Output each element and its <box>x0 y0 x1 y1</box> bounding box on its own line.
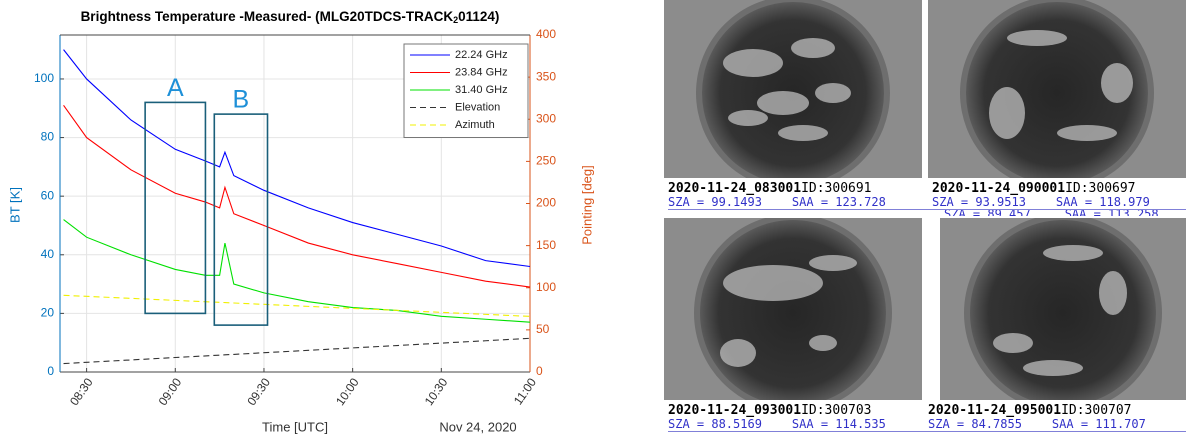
title-subscript: 2 <box>453 15 458 25</box>
y-tick-label: 100 <box>34 71 54 85</box>
y2-tick-label: 100 <box>536 280 556 294</box>
title-main: Brightness Temperature -Measured- (MLG20… <box>81 9 454 24</box>
y2-tick-label: 250 <box>536 154 556 168</box>
sky-image <box>664 0 922 178</box>
caption-title: 2020-11-24_090001ID:300697 <box>932 181 1186 196</box>
image-id: ID:300703 <box>801 403 872 418</box>
image-name: 2020-11-24_095001 <box>928 403 1062 418</box>
date-label: Nov 24, 2020 <box>439 419 516 434</box>
cloud <box>778 125 828 141</box>
annotation-box <box>144 101 207 315</box>
sky-dome <box>970 220 1156 400</box>
caption-title: 2020-11-24_083001ID:300691 <box>668 181 1186 196</box>
y-axis-label: BT [K] <box>7 187 22 223</box>
image-name: 2020-11-24_093001 <box>668 403 802 418</box>
angles: SZA = 99.1493 SAA = 123.728 <box>668 196 1186 210</box>
saa: SAA = 118.979 <box>1055 195 1150 209</box>
sza: SZA = 93.9513 <box>932 195 1026 209</box>
y2-tick-label: 350 <box>536 69 556 83</box>
cloud <box>809 255 857 271</box>
sky-dome <box>702 2 884 178</box>
y-tick-label: 0 <box>47 364 54 378</box>
caption-title: 2020-11-24_093001ID:300703 <box>668 403 1186 418</box>
cloud <box>720 339 756 367</box>
annotation-label: A <box>167 74 184 102</box>
angles: SZA = 88.5169 SAA = 114.535 <box>668 418 1186 432</box>
y2-axis-label: Pointing [deg] <box>579 165 594 245</box>
cloud <box>1101 63 1133 103</box>
legend-label: 31.40 GHz <box>455 84 508 96</box>
legend-box <box>403 43 529 138</box>
y-tick-label: 80 <box>41 130 55 144</box>
sky-image <box>928 0 1186 178</box>
cloud <box>791 38 835 58</box>
annotation-label: B <box>233 86 250 114</box>
cloud <box>723 49 783 77</box>
cloud <box>1099 271 1127 315</box>
caption-title: 2020-11-24_095001ID:300707 <box>928 403 1186 418</box>
legend-label: 23.84 GHz <box>455 66 508 78</box>
cloud <box>989 87 1025 139</box>
legend-label: Elevation <box>455 101 500 113</box>
cloud <box>757 91 809 115</box>
y2-tick-label: 150 <box>536 238 556 252</box>
sky-image <box>664 218 922 400</box>
cloud <box>993 333 1033 353</box>
cloud <box>728 110 768 126</box>
overlap-saa: SAA = 113.258 <box>1065 210 1159 216</box>
cloud <box>723 265 823 301</box>
y-tick-label: 40 <box>41 247 55 261</box>
legend-label: Azimuth <box>455 119 495 131</box>
overlap-sza: SZA = 89.457 <box>944 210 1031 216</box>
cloud <box>1023 360 1083 376</box>
image-id: ID:300697 <box>1065 181 1136 196</box>
x-tick-label: 11:00 <box>511 375 539 407</box>
angles: SZA = 84.7855 SAA = 111.707 <box>928 418 1186 432</box>
sza: SZA = 88.5169 <box>668 417 762 431</box>
x-tick-label: 10:00 <box>333 375 362 408</box>
caption: 2020-11-24_095001ID:300707 SZA = 84.7855 S… <box>928 403 1186 432</box>
caption: 2020-11-24_083001ID:300691 SZA = 99.1493 S… <box>668 181 1186 210</box>
angles-overlap: SZA = 89.457 SAA = 113.258 <box>932 210 1186 216</box>
cloud <box>809 335 837 351</box>
y2-tick-label: 300 <box>536 111 556 125</box>
cloud <box>1057 125 1117 141</box>
image-id: ID:300707 <box>1061 403 1132 418</box>
cloud <box>815 83 851 103</box>
title-suffix: 01124) <box>458 9 499 24</box>
x-tick-label: 09:30 <box>244 375 273 408</box>
x-tick-label: 09:00 <box>156 375 185 408</box>
saa: SAA = 123.728 <box>791 195 886 209</box>
chart-title: Brightness Temperature -Measured- (MLG20… <box>81 9 500 26</box>
saa: SAA = 114.535 <box>791 417 886 431</box>
legend-label: 22.24 GHz <box>455 49 508 61</box>
image-id: ID:300691 <box>801 181 872 196</box>
cloud <box>1043 245 1103 261</box>
series-line <box>63 337 531 365</box>
caption: 2020-11-24_093001ID:300703 SZA = 88.5169 S… <box>668 403 1186 432</box>
y2-tick-label: 50 <box>536 322 550 336</box>
sza: SZA = 99.1493 <box>668 195 762 209</box>
cloud <box>1007 30 1067 46</box>
saa: SAA = 111.707 <box>1051 417 1146 431</box>
x-tick-label: 10:30 <box>422 375 451 408</box>
image-name: 2020-11-24_083001 <box>668 181 802 196</box>
chart: Brightness Temperature -Measured- (MLG20… <box>7 9 594 435</box>
angles: SZA = 93.9513 SAA = 118.979 <box>932 196 1186 210</box>
image-name: 2020-11-24_090001 <box>932 181 1066 196</box>
sky-image <box>940 218 1186 400</box>
y2-tick-label: 0 <box>536 364 543 378</box>
x-axis-label: Time [UTC] <box>262 419 328 434</box>
x-tick-label: 08:30 <box>67 375 96 408</box>
y-tick-label: 20 <box>41 306 55 320</box>
y2-tick-label: 200 <box>536 196 556 210</box>
caption: 2020-11-24_090001ID:300697 SZA = 93.9513 S… <box>932 181 1186 216</box>
y2-tick-label: 400 <box>536 27 556 41</box>
sky-dome <box>700 220 886 400</box>
y-tick-label: 60 <box>41 188 55 202</box>
annotation-box <box>213 113 269 326</box>
sza: SZA = 84.7855 <box>928 417 1022 431</box>
